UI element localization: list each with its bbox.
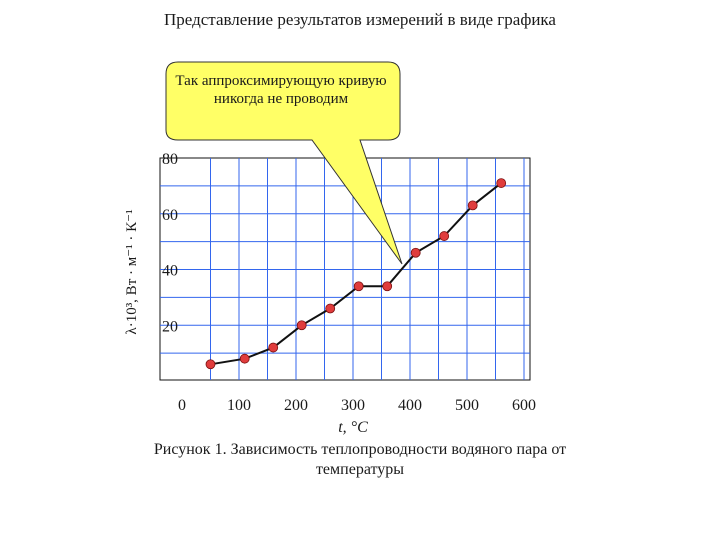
data-point	[205, 359, 216, 370]
data-point	[496, 178, 507, 188]
x-tick-labels: 0 100 200 300 400 500 600	[178, 397, 536, 414]
x-tick-label: 100	[227, 397, 251, 414]
callout-text: Так аппроксимирующую кривую никогда не п…	[175, 73, 387, 107]
figure-caption: Рисунок 1. Зависимость теплопроводности …	[153, 441, 567, 478]
x-axis-label: t, °C	[338, 419, 368, 436]
y-tick-label: 40	[162, 263, 178, 280]
data-point	[439, 231, 450, 241]
data-point	[467, 200, 478, 211]
y-axis-label: λ·10³, Вт · м⁻¹ · К⁻¹	[124, 209, 140, 334]
data-point	[296, 320, 307, 331]
data-point	[353, 281, 364, 292]
data-point	[325, 303, 336, 314]
y-tick-label: 60	[162, 207, 178, 224]
series-layer	[205, 178, 507, 370]
page-title: Представление результатов измерений в ви…	[164, 10, 556, 29]
x-tick-label: 300	[341, 397, 365, 414]
callout-bubble	[165, 61, 403, 265]
data-point	[268, 342, 279, 353]
x-tick-label: 0	[178, 397, 186, 414]
data-point	[382, 281, 393, 292]
x-tick-label: 600	[512, 397, 536, 414]
data-point	[410, 247, 421, 258]
x-tick-label: 200	[284, 397, 308, 414]
y-tick-labels: 20 40 60 80	[162, 151, 178, 335]
y-tick-label: 20	[162, 318, 178, 335]
x-tick-label: 500	[455, 397, 479, 414]
y-tick-label: 80	[162, 151, 178, 168]
x-tick-label: 400	[398, 397, 422, 414]
data-point	[239, 353, 250, 364]
